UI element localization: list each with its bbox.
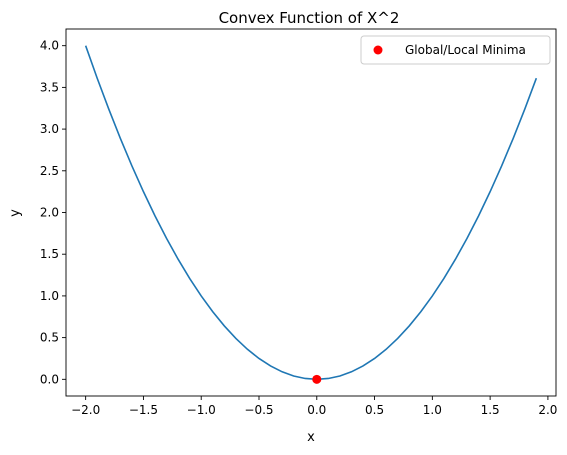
legend-marker-global-local-minima xyxy=(373,45,383,55)
y-tick-label: 1.5 xyxy=(40,247,59,261)
x-tick-label: −1.0 xyxy=(187,403,216,417)
series-line-x-squared xyxy=(84,45,538,381)
legend-label-global-local-minima: Global/Local Minima xyxy=(405,43,526,57)
x-tick-label: 1.0 xyxy=(423,403,442,417)
x-tick-label: 1.5 xyxy=(481,403,500,417)
x-tick-label: 2.0 xyxy=(538,403,557,417)
y-tick-label: 0.5 xyxy=(40,331,59,345)
y-tick-label: 3.5 xyxy=(40,80,59,94)
ticks: −2.0 −1.5 −1.0 −0.5 0.0 0.5 1.0 1.5 2.0 0.0 0.5 1.0… xyxy=(40,39,558,417)
y-tick-label: 3.0 xyxy=(40,122,59,136)
x-tick-label: −0.5 xyxy=(244,403,273,417)
minima-point xyxy=(312,374,322,384)
y-tick-label: 2.5 xyxy=(40,164,59,178)
legend-box xyxy=(360,35,551,65)
y-tick-label: 1.0 xyxy=(40,289,59,303)
y-tick-label: 2.0 xyxy=(40,206,59,220)
x-tick-label: 0.0 xyxy=(307,403,326,417)
legend: Global/Local Minima xyxy=(360,35,551,65)
plot-frame xyxy=(65,28,557,397)
chart-title: Convex Function of X^2 xyxy=(219,9,400,27)
x-tick-label: −2.0 xyxy=(71,403,100,417)
x-tick-label: −1.5 xyxy=(129,403,158,417)
y-tick-label: 4.0 xyxy=(40,39,59,53)
marks xyxy=(84,45,538,384)
x-tick-label: 0.5 xyxy=(365,403,384,417)
y-tick-label: 0.0 xyxy=(40,372,59,386)
y-axis-label: y xyxy=(8,209,23,217)
x-axis-label: x xyxy=(307,430,315,445)
plot-area xyxy=(66,29,556,396)
